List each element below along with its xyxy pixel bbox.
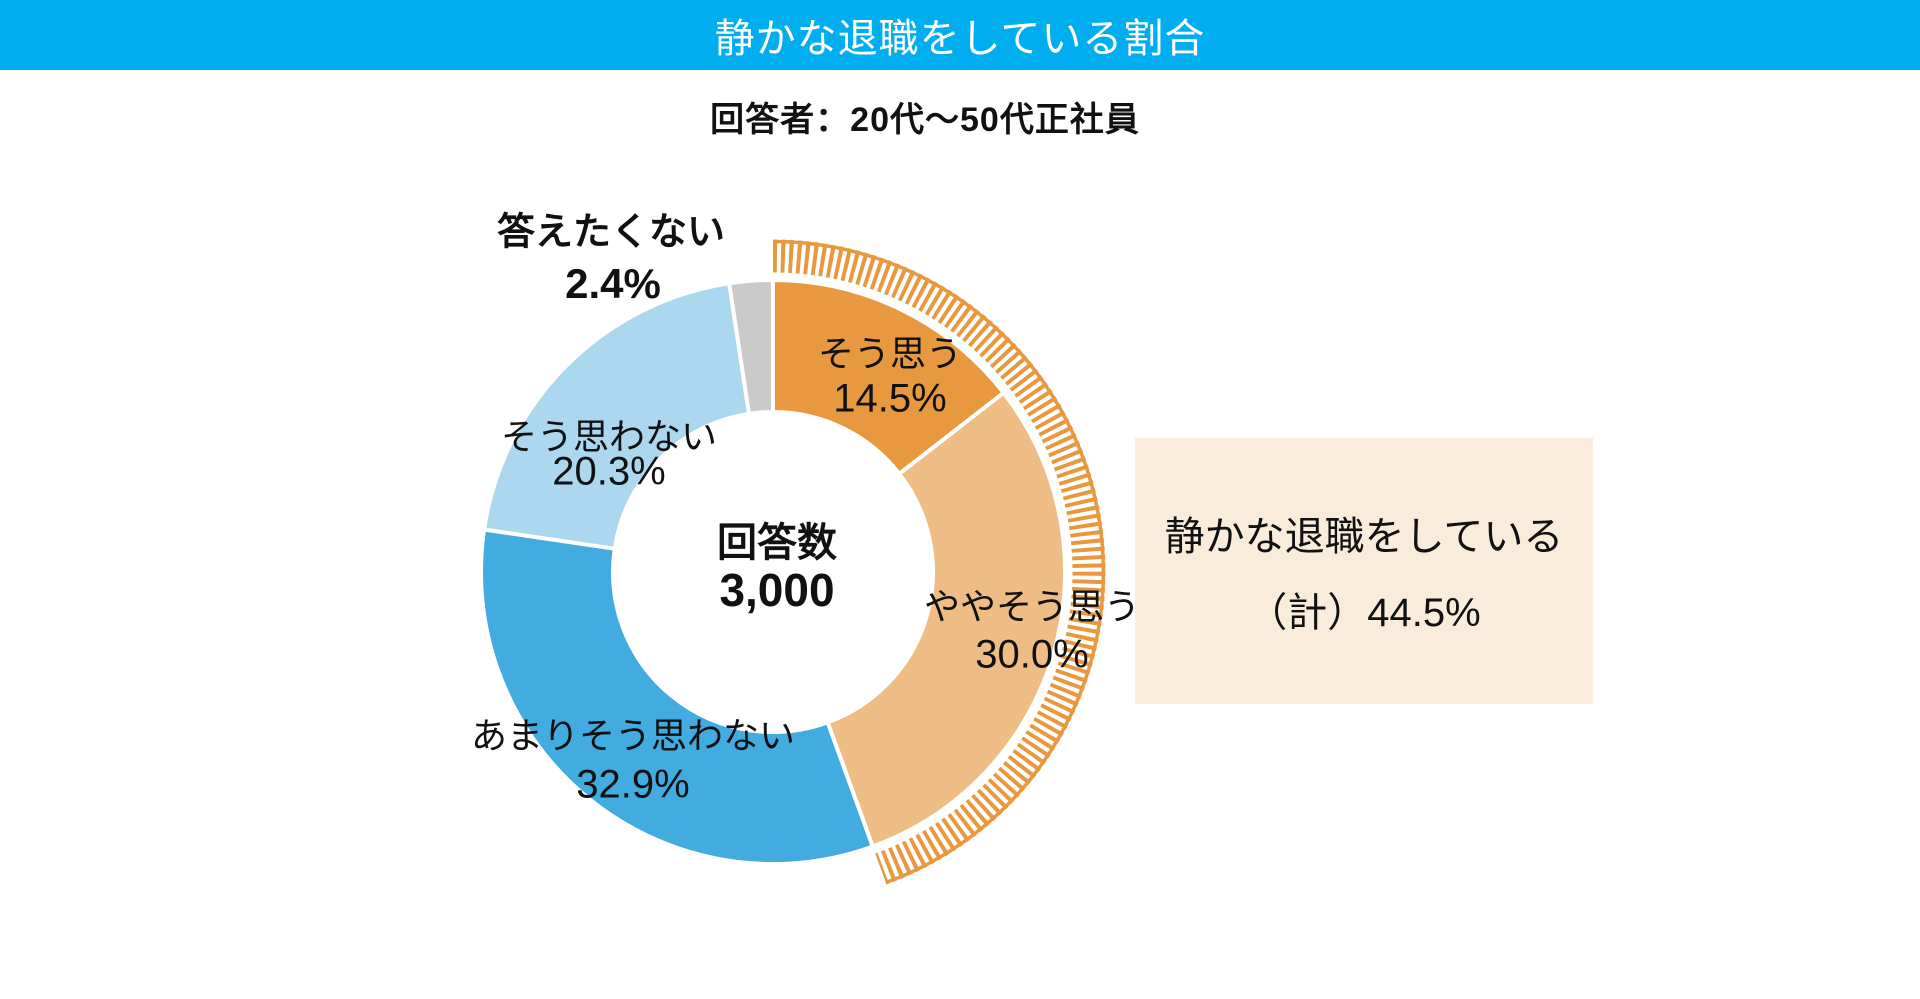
summary-box-line2: （計）44.5% bbox=[1247, 591, 1481, 635]
highlight-hatch-ring bbox=[772, 239, 1106, 885]
title-banner: 静かな退職をしている割合 bbox=[0, 0, 1920, 70]
donut-chart-svg bbox=[439, 238, 1107, 906]
segment-percent-souomou: 14.5% bbox=[833, 376, 947, 421]
segment-label-souomou: そう思う bbox=[817, 333, 963, 374]
donut-center-label: 回答数 bbox=[717, 521, 837, 565]
donut-segment-4 bbox=[727, 277, 775, 416]
donut-segment-1 bbox=[825, 390, 1068, 849]
donut-segment-2 bbox=[478, 527, 875, 867]
donut-center-value: 3,000 bbox=[719, 564, 835, 616]
segment-percent-amariomowanai: 32.9% bbox=[576, 762, 690, 807]
segment-percent-yayasouomou: 30.0% bbox=[975, 632, 1089, 677]
segment-label-amariomowanai: あまりそう思わない bbox=[470, 715, 796, 756]
donut-segment-0 bbox=[771, 278, 1006, 476]
segment-label-kotaetakunai: 答えたくない bbox=[496, 211, 726, 254]
page-title: 静かな退職をしている割合 bbox=[714, 17, 1206, 61]
summary-box-line1: 静かな退職をしている bbox=[1164, 515, 1564, 559]
highlight-hatch-outer-rim bbox=[772, 239, 1106, 885]
segment-percent-kotaetakunai: 2.4% bbox=[565, 260, 661, 307]
donut-segment-3 bbox=[482, 281, 751, 551]
segment-percent-omowanai: 20.3% bbox=[552, 449, 666, 494]
highlight-summary-box: 静かな退職をしている （計）44.5% bbox=[1135, 438, 1593, 704]
respondents-subtitle: 回答者：20代～50代正社員 bbox=[710, 101, 1140, 139]
segment-label-yayasouomou: ややそう思う bbox=[923, 586, 1141, 627]
segment-label-omowanai: そう思わない bbox=[500, 416, 718, 457]
